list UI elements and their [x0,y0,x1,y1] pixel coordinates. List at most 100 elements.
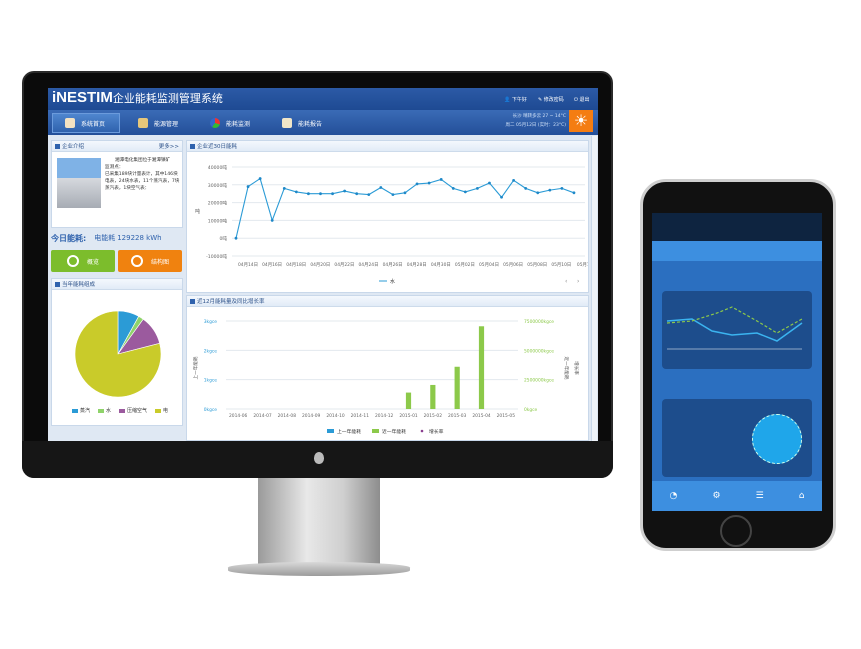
data-point [415,182,419,186]
main-nav: 系统首页 能源管理 能耗监测 能耗报告 长沙 晴转多云 27 ~ 14°C 周二 … [48,110,598,135]
monitor-text: 已采集189块计量表计，其中146块电表，24块水表，11个蒸汽表，7块蒸汽表，… [105,172,180,191]
x-tick-label: 2014-07 [253,413,272,419]
data-point [512,178,516,182]
home-icon [65,118,75,128]
x-tick-label: 05月02日 [455,262,475,268]
right-y-axis-label: 增长率 [573,361,580,375]
x-tick-label: 2014-10 [326,413,345,419]
legend-marker [420,429,424,433]
tab-energy-report[interactable]: 能耗报告 [270,113,338,133]
data-point [427,181,431,185]
data-point [331,192,334,196]
user-greeting[interactable]: 👤 下午好 [504,97,527,103]
folder-icon [138,118,148,128]
data-point [560,186,564,190]
weather-info: 长沙 晴转多云 27 ~ 14°C 周二 05月12日 (实时：23°C) [505,114,566,128]
next-page-arrow[interactable]: › [577,278,579,285]
x-tick-label: 04月16日 [262,262,282,268]
x-tick-label: 2015-04 [472,413,491,419]
x-tick-label: 05月04日 [479,262,499,268]
company-panel: 企业介绍 更多>> 湘潭电化集团位于湘潭镇矿 监测点： 已采集189块计量表计，其… [51,140,183,228]
data-point [463,190,467,194]
tab-energy-management[interactable]: 能源管理 [126,113,194,133]
bar-recent-year [405,392,412,409]
data-point [343,189,347,193]
line-series-water [235,178,575,239]
structure-button[interactable]: 结构图 [118,250,182,272]
overview-button[interactable]: 概览 [51,250,115,272]
line-chart-panel: 企业近30日能耗 40000吨 30000吨 20000吨 10000吨 0吨 -1000… [186,140,589,293]
right-y-tick: 7500000kgce [524,319,554,325]
tab-home[interactable]: 系统首页 [52,113,120,133]
phone-home-button[interactable] [720,515,752,547]
more-link[interactable]: 更多>> [158,144,179,150]
legend-marker [372,429,379,433]
scrollbar[interactable] [591,136,597,441]
app-logo: iNESTIM企业能耗监测管理系统 [52,89,223,106]
data-point [379,186,383,189]
x-tick-label: 05月06日 [503,262,523,268]
company-intro: 湘潭电化集团位于湘潭镇矿 [115,158,171,163]
panel-icon [55,281,60,287]
x-tick-label: 2015-02 [424,413,443,419]
company-photo [57,158,101,208]
y-tick-label: 40000吨 [208,164,228,171]
legend-prev-year: 上一年能耗 [337,428,361,435]
x-tick-label: 04月28日 [407,262,427,268]
legend-electricity[interactable]: 电 [155,407,168,414]
data-point [536,191,540,195]
y-axis-label: 吨 [195,208,200,215]
x-tick-label: 05月1... [577,262,588,268]
y-tick-label: 20000吨 [208,200,228,207]
left-y-tick: 2kgce [204,348,218,354]
phone-tab-icon[interactable]: ⚙ [712,491,721,501]
panel-title: 企业介绍 [62,144,85,150]
panel-icon [190,143,195,149]
phone-tab-icon[interactable]: ☰ [755,491,764,501]
phone-tab-icon[interactable]: ⌂ [798,491,805,501]
legend-water: 水 [390,278,395,285]
left-y-tick: 0kgce [204,407,218,413]
header-bar: iNESTIM企业能耗监测管理系统 👤 下午好 ✎ 修改密码 ⏻ 退出 [48,88,598,110]
panel-title: 企业近30日能耗 [197,144,237,150]
x-tick-label: 2015-03 [448,413,467,419]
right-y-tick: 2500000kgce [524,378,554,384]
line-chart: 40000吨 30000吨 20000吨 10000吨 0吨 -10000吨 吨 04月14日… [195,164,588,285]
panel-title: 当年能耗组成 [62,282,96,288]
logout-link[interactable]: ⏻ 退出 [574,97,590,103]
x-tick-label: 2014-11 [351,413,370,419]
phone-tab-icon[interactable]: ◔ [669,491,678,501]
data-point [488,181,491,185]
data-point [270,219,274,222]
legend-water[interactable]: 水 [98,407,111,414]
phone-title-bar [652,241,822,261]
bar-chart: 3kgce 7500000kgce 2kgce 5000000kgce 1kgce 250… [192,319,580,435]
data-point [451,186,455,190]
x-tick-label: 04月14日 [238,262,258,268]
tab-energy-monitoring[interactable]: 能耗监测 [198,113,266,133]
change-password-link[interactable]: ✎ 修改密码 [538,97,564,103]
panel-icon [190,298,195,304]
data-point [294,190,298,194]
x-tick-label: 04月18日 [286,262,306,268]
y-tick-label: 0吨 [219,235,227,242]
bar-recent-year [430,384,436,409]
phone-line-chart [662,291,812,369]
legend-steam[interactable]: 蒸汽 [72,407,90,414]
phone-gauge-panel [662,399,812,477]
x-tick-label: 04月20日 [310,262,330,268]
bar-recent-year [454,366,460,409]
bar-chart-panel: 近12月能耗量及同比增长率 3kgce 7500000kgce 2kgce 50000… [186,295,589,441]
phone-screen: ◔ ⚙ ☰ ⌂ [652,213,822,511]
prev-page-arrow[interactable]: ‹ [565,278,567,285]
data-point [307,192,310,196]
structure-icon [130,255,143,267]
legend-compressed-air[interactable]: 压缩空气 [119,407,147,414]
data-point [367,193,371,196]
bar-recent-year [478,326,485,409]
monitor-stand-foot [228,562,410,576]
monitor-chin [22,441,613,478]
x-tick-label: 2014-12 [375,413,394,419]
legend-marker [327,429,334,433]
data-point [258,177,262,180]
